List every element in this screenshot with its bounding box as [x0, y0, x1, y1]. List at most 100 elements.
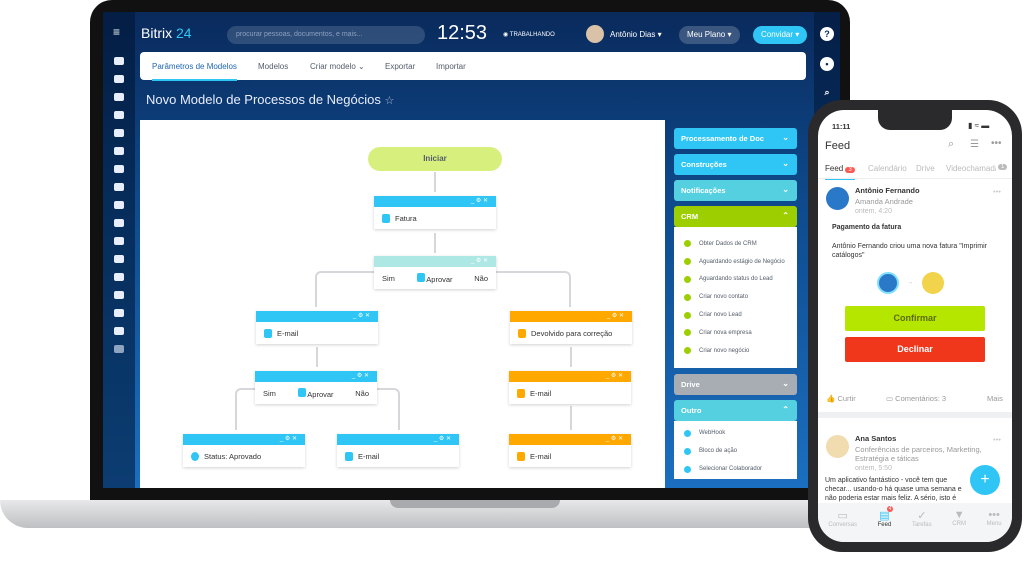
approve-node[interactable]: _ ⚙ ✕ Sim Aprovar Não: [374, 256, 496, 289]
avatar[interactable]: [586, 25, 604, 43]
code-icon[interactable]: [114, 183, 124, 191]
tab-feed[interactable]: Feed 3: [825, 164, 855, 180]
decline-button[interactable]: Declinar: [845, 337, 985, 362]
section-drive[interactable]: Drive ⌄: [674, 373, 797, 395]
crm-item[interactable]: Criar novo Lead: [674, 306, 797, 324]
nav-menu[interactable]: ••• Menu: [986, 509, 1002, 527]
more-button[interactable]: Mais: [987, 394, 1003, 403]
crm-item[interactable]: Obter Dados de CRM: [674, 235, 797, 253]
search-input[interactable]: procurar pessoas, documentos, e mais...: [227, 26, 425, 44]
like-button[interactable]: 👍 Curtir: [826, 394, 856, 403]
plan-button[interactable]: Meu Plano ▾: [679, 26, 740, 44]
help-icon[interactable]: ?: [820, 27, 834, 41]
image-icon[interactable]: [114, 255, 124, 263]
company-icon[interactable]: [114, 237, 124, 245]
email-node[interactable]: _ ⚙ ✕ E-mail: [337, 434, 459, 467]
grid-icon[interactable]: [114, 93, 124, 101]
search-icon[interactable]: ⌕: [824, 87, 830, 97]
cart-icon[interactable]: [114, 165, 124, 173]
phone-screen: 11:11 ▮ ≈ ▬ Feed ⌕ ☰ ••• Feed 3 Calendár…: [818, 110, 1012, 542]
start-node[interactable]: Iniciar: [368, 147, 502, 171]
invite-button[interactable]: Convidar ▾: [753, 26, 808, 44]
crm-item[interactable]: Criar nova empresa: [674, 324, 797, 342]
chart-icon[interactable]: [114, 129, 124, 137]
book-icon[interactable]: [114, 147, 124, 155]
add-button[interactable]: +: [970, 465, 1000, 495]
tab-export[interactable]: Exportar: [385, 62, 416, 71]
post-recipient: Conferências de parceiros, Marketing, Es…: [855, 445, 982, 463]
other-item[interactable]: Bloco de ação: [674, 442, 797, 460]
user-menu[interactable]: Antônio Dias ▾: [610, 30, 662, 39]
nav-feed[interactable]: ▤ Feed 4: [877, 506, 894, 528]
confirm-button[interactable]: Confirmar: [845, 306, 985, 331]
comments-button[interactable]: ▭ Comentários: 3: [886, 394, 947, 403]
nav-tasks[interactable]: ✓ Tarefas: [911, 510, 932, 528]
author-avatar[interactable]: [826, 187, 849, 210]
settings-icon[interactable]: [114, 327, 124, 335]
other-item[interactable]: Selecionar Colaborador: [674, 460, 797, 478]
fatura-node[interactable]: _ ⚙ ✕ Fatura: [374, 196, 496, 229]
filter-icon[interactable]: [114, 75, 124, 83]
post-author[interactable]: Antônio Fernando: [855, 186, 920, 195]
arrow-icon: →: [906, 277, 914, 286]
calendar-icon[interactable]: [114, 111, 124, 119]
clock: 12:53: [437, 22, 488, 44]
sender-avatar: [877, 272, 899, 294]
bell-icon[interactable]: •: [820, 57, 834, 71]
tab-parameters[interactable]: Parâmetros de Modelos: [152, 62, 237, 81]
section-other[interactable]: Outro ⌃: [674, 399, 797, 421]
more-icon[interactable]: •••: [991, 138, 1002, 149]
email-node-orange[interactable]: _ ⚙ ✕ E-mail: [509, 371, 631, 404]
trash-icon[interactable]: [114, 309, 124, 317]
tab-create-model[interactable]: Criar modelo ⌄: [310, 62, 365, 71]
tab-drive[interactable]: Drive: [916, 164, 935, 173]
post-menu-icon[interactable]: •••: [993, 435, 1001, 444]
phone-title: Feed: [825, 140, 851, 152]
laptop-notch: [390, 500, 560, 508]
author-avatar[interactable]: [826, 435, 849, 458]
post-body: Um aplicativo fantástico - você tem que …: [825, 477, 962, 502]
other-item[interactable]: WebHook: [674, 425, 797, 443]
crm-item[interactable]: Criar novo negócio: [674, 342, 797, 360]
workflow-canvas: [140, 120, 665, 488]
post-author[interactable]: Ana Santos: [855, 434, 897, 443]
email-node[interactable]: _ ⚙ ✕ E-mail: [256, 311, 378, 344]
work-status[interactable]: ◉ TRABALHANDO: [503, 32, 555, 38]
post-time: ontem, 4:20: [855, 208, 892, 215]
menu-icon[interactable]: ≡: [113, 25, 121, 39]
email-node-orange[interactable]: _ ⚙ ✕ E-mail: [509, 434, 631, 467]
building-icon[interactable]: [114, 201, 124, 209]
section-notifications[interactable]: Notificações ⌄: [674, 180, 797, 201]
activity-panel: Processamento de Doc ⌄ Construções ⌄ Notif…: [674, 128, 797, 479]
crm-item[interactable]: Criar novo contato: [674, 288, 797, 306]
nav-crm[interactable]: ▼ CRM: [952, 509, 966, 527]
section-crm[interactable]: CRM ⌃: [674, 206, 797, 227]
video-icon[interactable]: [114, 291, 124, 299]
search-icon[interactable]: ⌕: [948, 138, 955, 150]
section-doc-processing[interactable]: Processamento de Doc ⌄: [674, 128, 797, 149]
more-tabs-badge[interactable]: 1: [998, 164, 1008, 170]
filter-icon[interactable]: ☰: [970, 139, 979, 150]
more-icon[interactable]: [114, 345, 124, 353]
clock-icon[interactable]: [114, 219, 124, 227]
section-constructions[interactable]: Construções ⌄: [674, 154, 797, 175]
nav-chats[interactable]: ▭ Conversas: [828, 510, 857, 528]
crm-item[interactable]: Aguardando status do Lead: [674, 271, 797, 289]
post-recipient: Amanda Andrade: [855, 197, 913, 206]
tab-import[interactable]: Importar: [436, 62, 466, 71]
star-icon[interactable]: ☆: [384, 95, 395, 107]
post-menu-icon[interactable]: •••: [993, 187, 1001, 196]
approve-node-2[interactable]: _ ⚙ ✕ Sim Aprovar Não: [255, 371, 377, 404]
document-icon: [416, 272, 425, 282]
returned-node[interactable]: _ ⚙ ✕ Devolvido para correção: [510, 311, 632, 344]
tab-bar: Parâmetros de Modelos Modelos Criar mode…: [140, 52, 806, 81]
document-icon: [517, 388, 525, 398]
feed-badge: 3: [845, 167, 855, 173]
status-node[interactable]: _ ⚙ ✕ Status: Aprovado: [183, 434, 305, 467]
tab-models[interactable]: Modelos: [258, 62, 289, 71]
tab-video[interactable]: Videochamadas: [946, 164, 996, 173]
doc-icon[interactable]: [114, 273, 124, 281]
sidebar-icon[interactable]: [114, 57, 124, 65]
crm-item[interactable]: Aguardando estágio de Negócio: [674, 253, 797, 271]
tab-calendar[interactable]: Calendário: [868, 164, 907, 173]
